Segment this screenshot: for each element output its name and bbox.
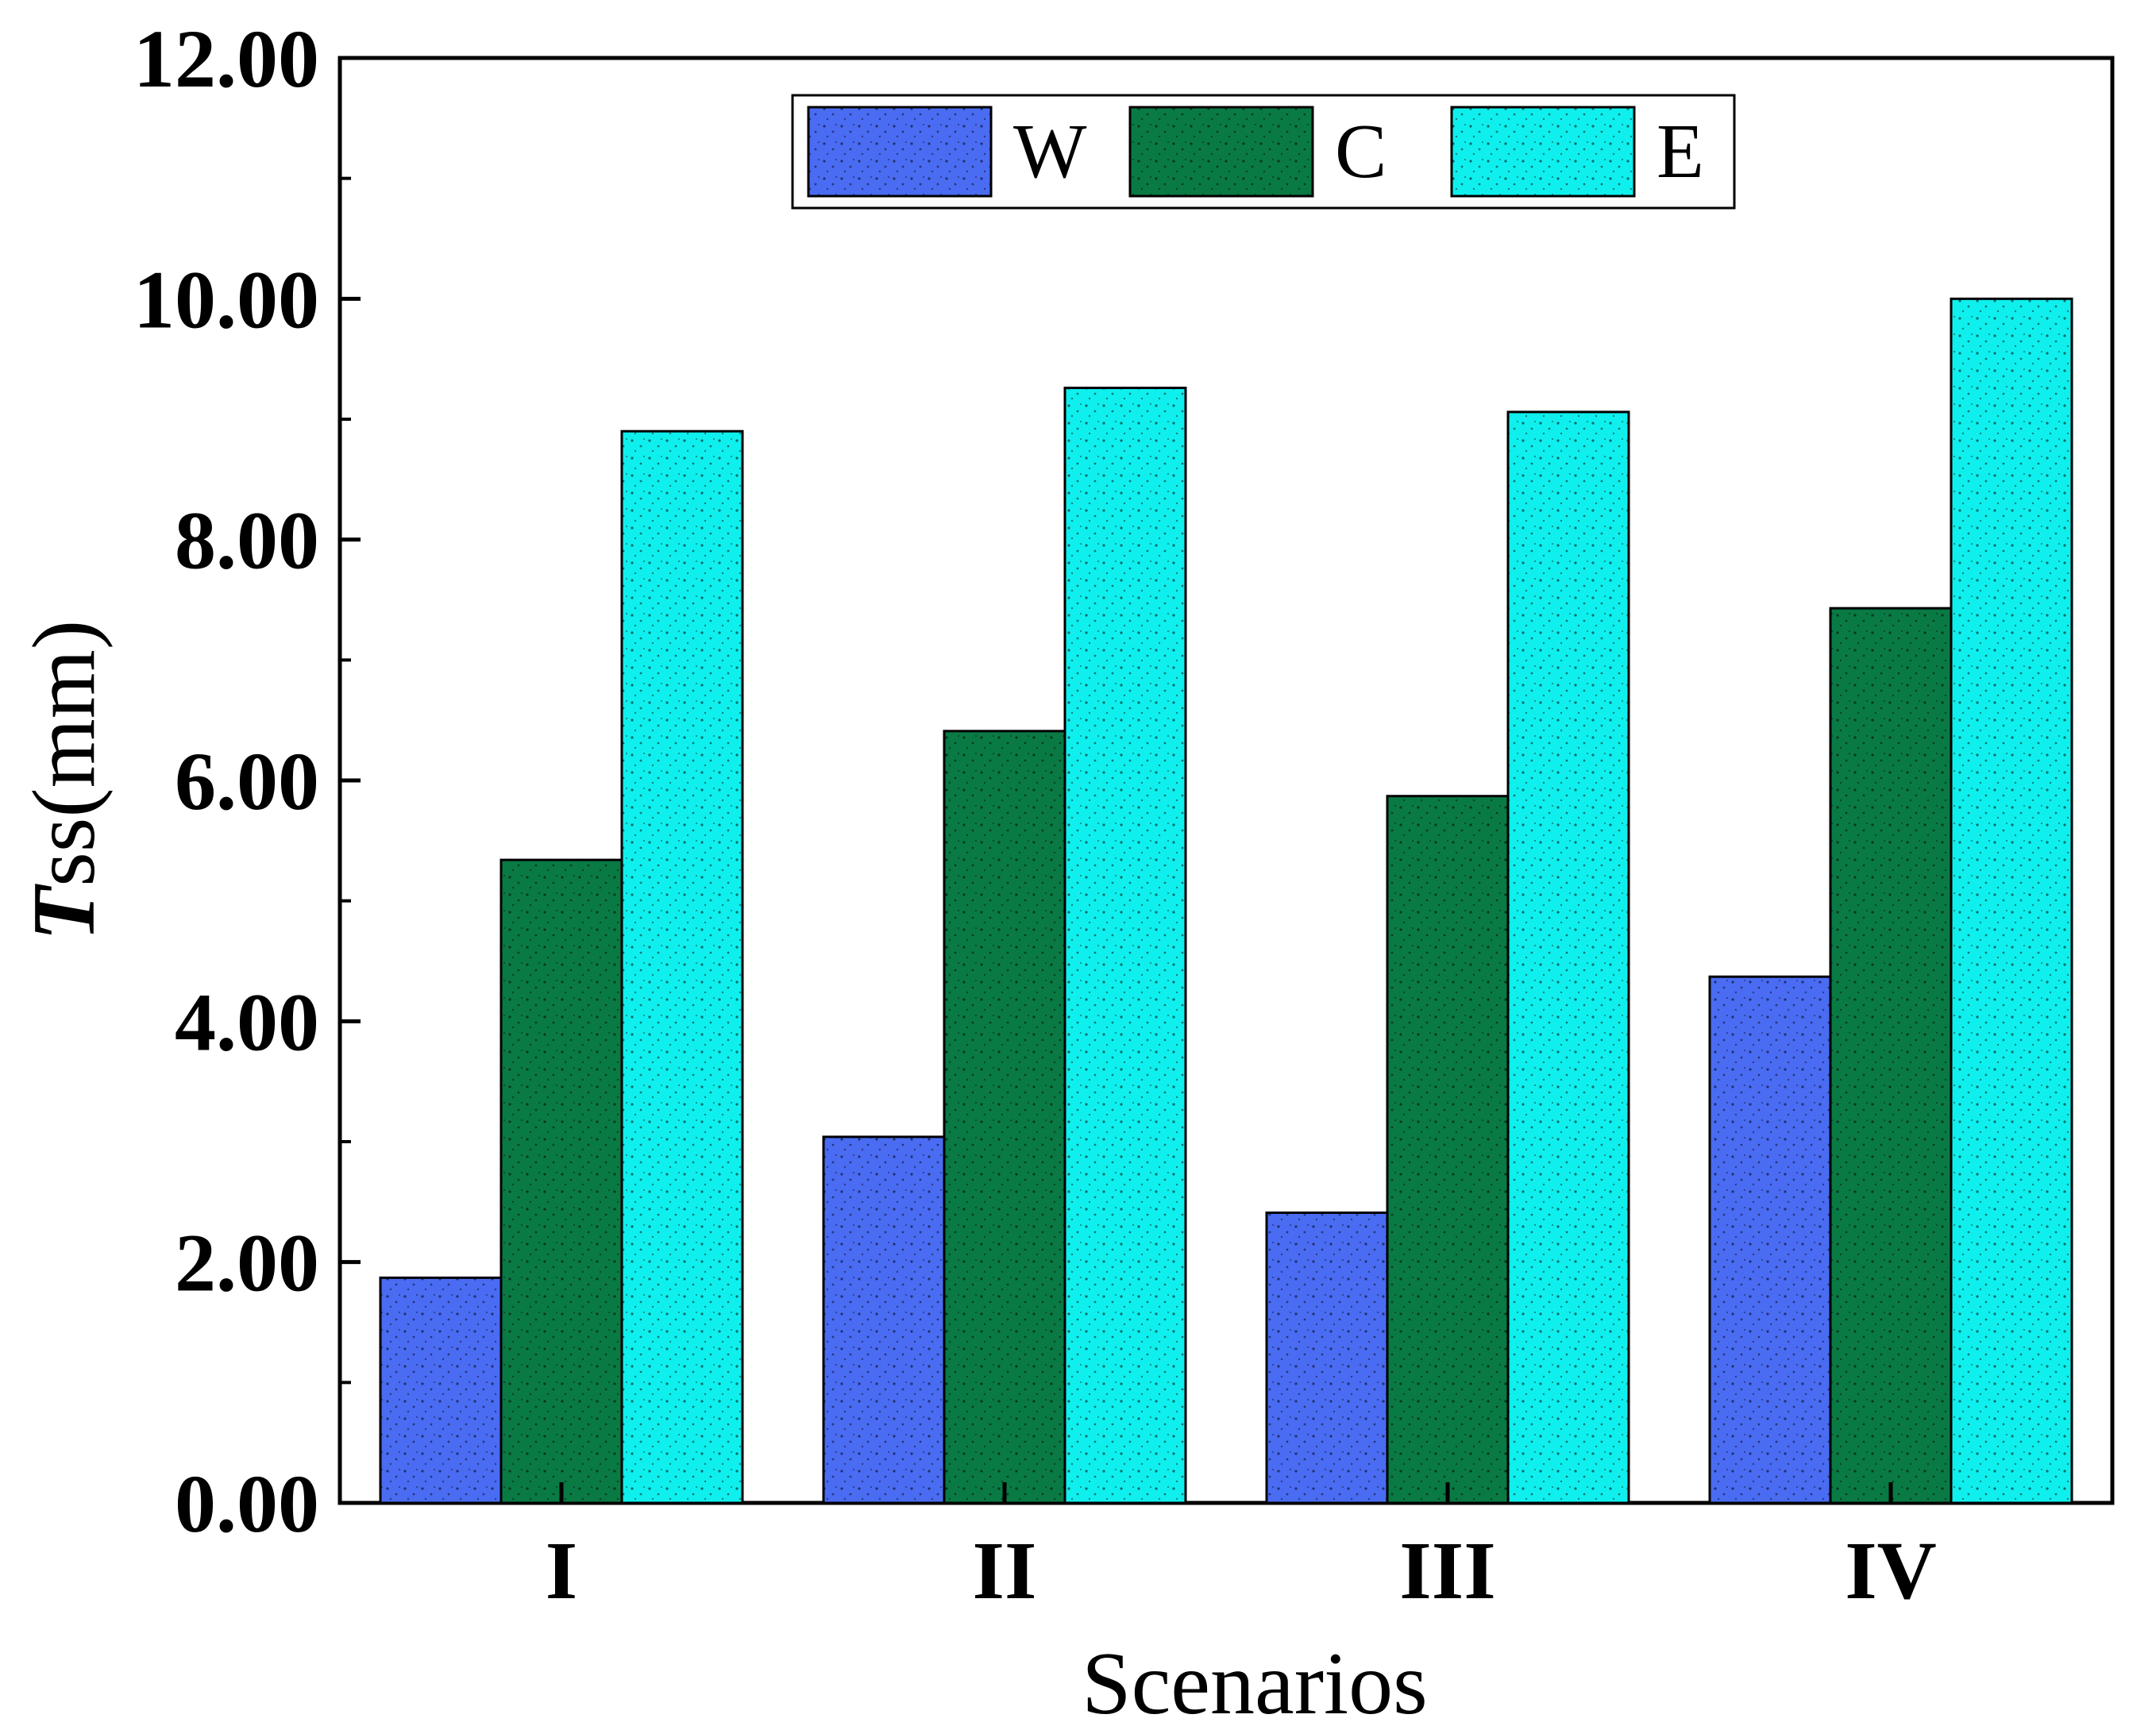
bar-texture	[1387, 796, 1508, 1503]
legend-swatch-texture	[1452, 107, 1634, 196]
y-tick-label: 2.00	[175, 1218, 319, 1309]
legend-swatch-texture	[1130, 107, 1313, 196]
bar-texture	[1830, 608, 1951, 1503]
y-axis-title-italic: T	[15, 883, 114, 941]
y-tick-label: 12.00	[133, 13, 319, 105]
bar-texture	[1710, 977, 1830, 1503]
x-tick-label: III	[1399, 1525, 1495, 1616]
x-tick-label: II	[973, 1525, 1037, 1616]
y-tick-label: 10.00	[133, 254, 319, 345]
bar-texture	[1065, 387, 1186, 1504]
x-axis-title: Scenarios	[1082, 1635, 1427, 1726]
legend-swatch-texture	[808, 107, 991, 196]
x-tick-label: IV	[1845, 1525, 1937, 1616]
y-tick-label: 4.00	[175, 977, 319, 1068]
bar-texture	[1951, 299, 2072, 1503]
bar-texture	[1267, 1212, 1387, 1503]
bars-group	[379, 297, 2073, 1504]
bar-texture	[823, 1136, 944, 1503]
bar-texture	[501, 860, 622, 1503]
y-tick-label: 8.00	[175, 495, 319, 587]
y-axis-title-rest: ss(mm)	[15, 620, 114, 887]
y-axis-title: Tss(mm)	[15, 620, 114, 941]
y-tick-label: 6.00	[175, 736, 319, 827]
bar-texture	[380, 1277, 501, 1503]
y-tick-label: 0.00	[175, 1458, 319, 1550]
y-axis: 0.00 2.00 4.00 6.00 8.00 10.00 12.00	[133, 13, 361, 1550]
x-tick-label: I	[546, 1525, 577, 1616]
bar-texture	[622, 431, 742, 1503]
legend-label-E: E	[1657, 109, 1704, 195]
legend-label-W: W	[1013, 109, 1087, 195]
x-axis: I II III IV	[546, 1482, 1937, 1616]
bar-texture	[1508, 411, 1629, 1503]
bar-texture	[944, 730, 1065, 1503]
legend-label-C: C	[1335, 109, 1387, 195]
